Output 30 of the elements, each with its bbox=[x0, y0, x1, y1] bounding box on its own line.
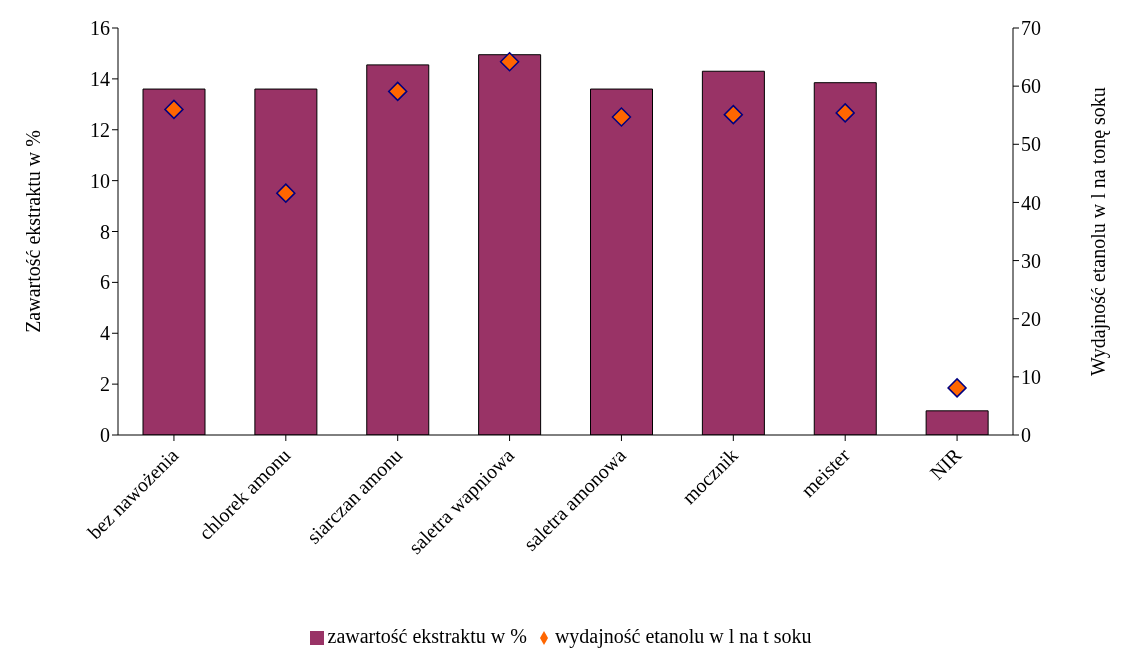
x-tick-label: NIR bbox=[925, 443, 967, 484]
y-tick-label: 6 bbox=[100, 271, 110, 294]
y2-tick-label: 10 bbox=[1021, 365, 1041, 388]
point bbox=[611, 107, 632, 127]
y-tick-label: 4 bbox=[100, 322, 110, 345]
y-tick-label: 16 bbox=[90, 17, 110, 40]
y2-tick-label: 30 bbox=[1021, 249, 1041, 272]
y-axis-title: Zawartość ekstraktu w % bbox=[22, 130, 45, 333]
y2-tick-label: 60 bbox=[1021, 75, 1041, 98]
y2-axis-title: Wydajność etanolu w l na tonę soku bbox=[1087, 87, 1111, 376]
point bbox=[947, 378, 967, 398]
y-tick-label: 2 bbox=[100, 373, 110, 396]
y2-tick-label: 0 bbox=[1021, 424, 1031, 447]
y2-tick-label: 20 bbox=[1021, 307, 1041, 330]
point bbox=[276, 183, 296, 203]
point bbox=[835, 103, 855, 123]
y-tick-label: 10 bbox=[90, 169, 110, 192]
point bbox=[164, 99, 184, 120]
point bbox=[387, 81, 408, 102]
legend-label: wydajność etanolu w l na t soku bbox=[554, 625, 812, 647]
y-tick-label: 0 bbox=[100, 424, 110, 447]
y2-tick-label: 40 bbox=[1021, 191, 1041, 214]
legend-label: zawartość ekstraktu w % bbox=[327, 625, 527, 647]
y-tick-label: 12 bbox=[90, 118, 110, 141]
y-tick-label: 14 bbox=[90, 67, 110, 90]
y-tick-label: 8 bbox=[100, 220, 110, 243]
point bbox=[499, 51, 520, 72]
y2-tick-label: 50 bbox=[1021, 133, 1041, 156]
point bbox=[723, 104, 744, 125]
y2-tick-label: 70 bbox=[1021, 17, 1041, 40]
